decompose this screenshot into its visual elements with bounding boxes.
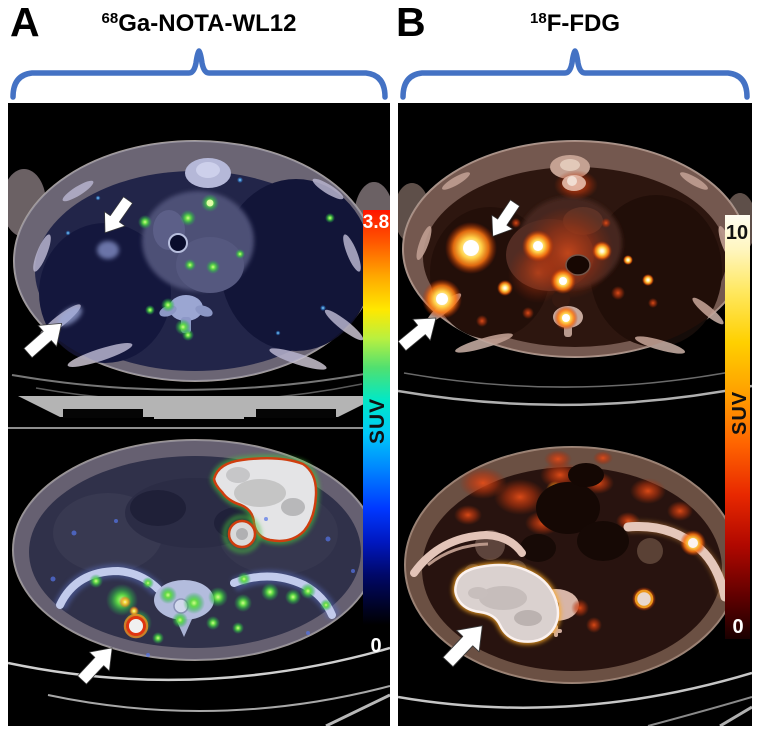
panel-b-scan: 10 SUV 0 — [398, 103, 752, 726]
colorbar-unit-label: SUV — [729, 391, 751, 435]
scan-slice-chest — [398, 140, 752, 407]
panel-a-title: 68Ga-NOTA-WL12 — [8, 9, 390, 39]
scan-slice-chest — [8, 140, 390, 403]
suv-colorbar: 3.8 SUV 0 — [363, 210, 390, 657]
lesion-arrow — [442, 625, 483, 668]
panel-a-brace — [10, 48, 388, 100]
isotope-superscript: 18 — [530, 10, 547, 27]
panel-b-brace — [400, 48, 750, 100]
colorbar-min-label: 0 — [732, 616, 743, 638]
tracer-name: Ga-NOTA-WL12 — [118, 10, 297, 37]
tracer-name: F-FDG — [546, 10, 620, 37]
lesion-arrow — [23, 322, 62, 359]
suv-colorbar: 10 SUV 0 — [725, 215, 751, 639]
scanner-table — [8, 396, 390, 429]
panel-a-scan: 3.8 SUV 0 — [8, 103, 390, 726]
panel-b-label: B — [396, 0, 426, 45]
lesion-arrow — [491, 199, 520, 237]
lesion-arrow — [104, 196, 133, 234]
panel-a-label: A — [10, 0, 40, 45]
colorbar-unit-label: SUV — [366, 398, 389, 444]
colorbar-min-label: 0 — [370, 635, 381, 657]
colorbar-max-label: 10 — [726, 222, 748, 244]
isotope-superscript: 68 — [101, 10, 119, 27]
panel-b-title: 18F-FDG — [398, 9, 752, 39]
lesion-arrow — [77, 647, 113, 685]
colorbar-max-label: 3.8 — [363, 212, 389, 233]
scan-slice-pelvis — [8, 439, 390, 726]
scan-slice-pelvis — [398, 446, 752, 726]
lesion-arrow — [398, 317, 437, 352]
